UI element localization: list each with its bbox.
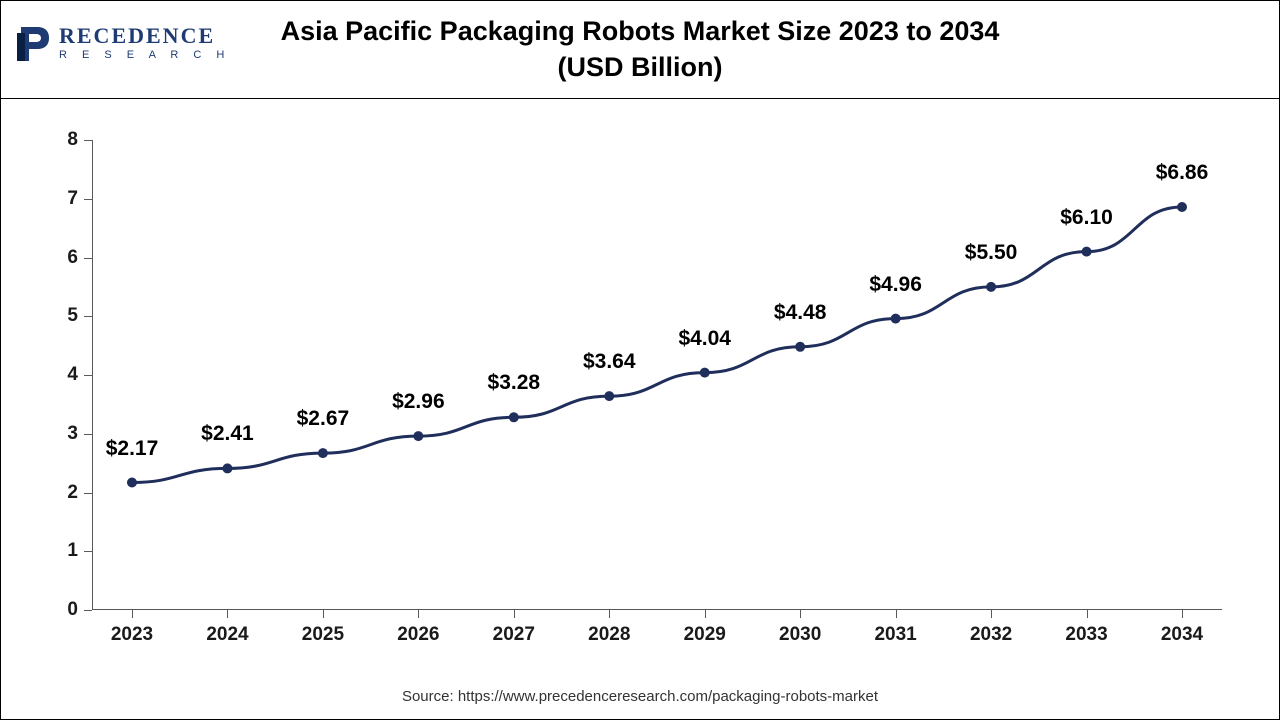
data-marker <box>318 448 328 458</box>
x-tick <box>705 610 706 618</box>
data-line <box>132 207 1182 483</box>
data-marker <box>413 431 423 441</box>
chart-region: 0 1 2 3 4 5 6 7 8 2023 2024 2025 2026 2027 2028 2029 203… <box>2 100 1279 675</box>
x-tick-label: 2033 <box>1065 624 1107 646</box>
y-tick <box>84 258 92 259</box>
data-label: $3.28 <box>488 371 541 395</box>
x-tick-label: 2027 <box>493 624 535 646</box>
data-label: $2.96 <box>392 390 445 414</box>
data-marker <box>700 368 710 378</box>
y-tick-label: 2 <box>67 482 78 504</box>
data-label: $2.41 <box>201 422 254 446</box>
data-label: $5.50 <box>965 241 1018 265</box>
x-tick <box>418 610 419 618</box>
logo-text-sub: R E S E A R C H <box>59 49 230 62</box>
x-tick-label: 2030 <box>779 624 821 646</box>
y-tick-label: 3 <box>67 423 78 445</box>
y-tick <box>84 610 92 611</box>
data-marker <box>127 478 137 488</box>
y-tick-label: 1 <box>67 540 78 562</box>
data-marker <box>1082 247 1092 257</box>
y-tick <box>84 551 92 552</box>
x-tick <box>1087 610 1088 618</box>
source-url: https://www.precedenceresearch.com/packa… <box>458 688 878 705</box>
y-tick-label: 8 <box>67 129 78 151</box>
y-tick <box>84 375 92 376</box>
x-tick-label: 2024 <box>206 624 248 646</box>
x-tick-label: 2029 <box>684 624 726 646</box>
data-label: $3.64 <box>583 350 636 374</box>
data-label: $6.86 <box>1156 161 1209 185</box>
header-region: RECEDENCE R E S E A R C H Asia Pacific P… <box>1 1 1279 99</box>
y-tick-label: 7 <box>67 188 78 210</box>
y-tick <box>84 493 92 494</box>
data-marker <box>222 463 232 473</box>
x-tick <box>896 610 897 618</box>
y-tick <box>84 140 92 141</box>
x-tick-label: 2031 <box>874 624 916 646</box>
x-tick <box>1182 610 1183 618</box>
x-tick <box>991 610 992 618</box>
x-tick <box>227 610 228 618</box>
y-tick <box>84 199 92 200</box>
data-label: $4.04 <box>678 327 731 351</box>
y-tick-label: 6 <box>67 247 78 269</box>
data-label: $4.96 <box>869 273 922 297</box>
x-tick-label: 2034 <box>1161 624 1203 646</box>
y-tick <box>84 434 92 435</box>
logo: RECEDENCE R E S E A R C H <box>15 25 230 63</box>
data-label: $2.17 <box>106 437 159 461</box>
logo-text-main: RECEDENCE <box>59 25 230 47</box>
y-tick-label: 4 <box>67 364 78 386</box>
x-tick-label: 2023 <box>111 624 153 646</box>
data-marker <box>1177 202 1187 212</box>
data-marker <box>795 342 805 352</box>
chart-container: RECEDENCE R E S E A R C H Asia Pacific P… <box>0 0 1280 720</box>
x-tick-label: 2026 <box>397 624 439 646</box>
data-label: $4.48 <box>774 301 827 325</box>
x-tick <box>132 610 133 618</box>
logo-icon <box>15 25 55 63</box>
y-tick-label: 0 <box>67 599 78 621</box>
data-marker <box>891 314 901 324</box>
x-tick <box>514 610 515 618</box>
data-marker <box>509 412 519 422</box>
data-label: $6.10 <box>1060 206 1113 230</box>
x-tick <box>609 610 610 618</box>
x-tick-label: 2028 <box>588 624 630 646</box>
source-line: Source: https://www.precedenceresearch.c… <box>1 688 1279 705</box>
x-tick <box>323 610 324 618</box>
data-label: $2.67 <box>297 407 350 431</box>
data-marker <box>986 282 996 292</box>
source-prefix: Source: <box>402 688 458 705</box>
y-tick-label: 5 <box>67 305 78 327</box>
x-tick-label: 2032 <box>970 624 1012 646</box>
x-tick-label: 2025 <box>302 624 344 646</box>
plot-area: 0123456782023202420252026202720282029203… <box>92 140 1222 610</box>
line-chart-svg <box>92 140 1222 610</box>
data-marker <box>604 391 614 401</box>
x-tick <box>800 610 801 618</box>
y-tick <box>84 316 92 317</box>
logo-text: RECEDENCE R E S E A R C H <box>59 25 230 62</box>
